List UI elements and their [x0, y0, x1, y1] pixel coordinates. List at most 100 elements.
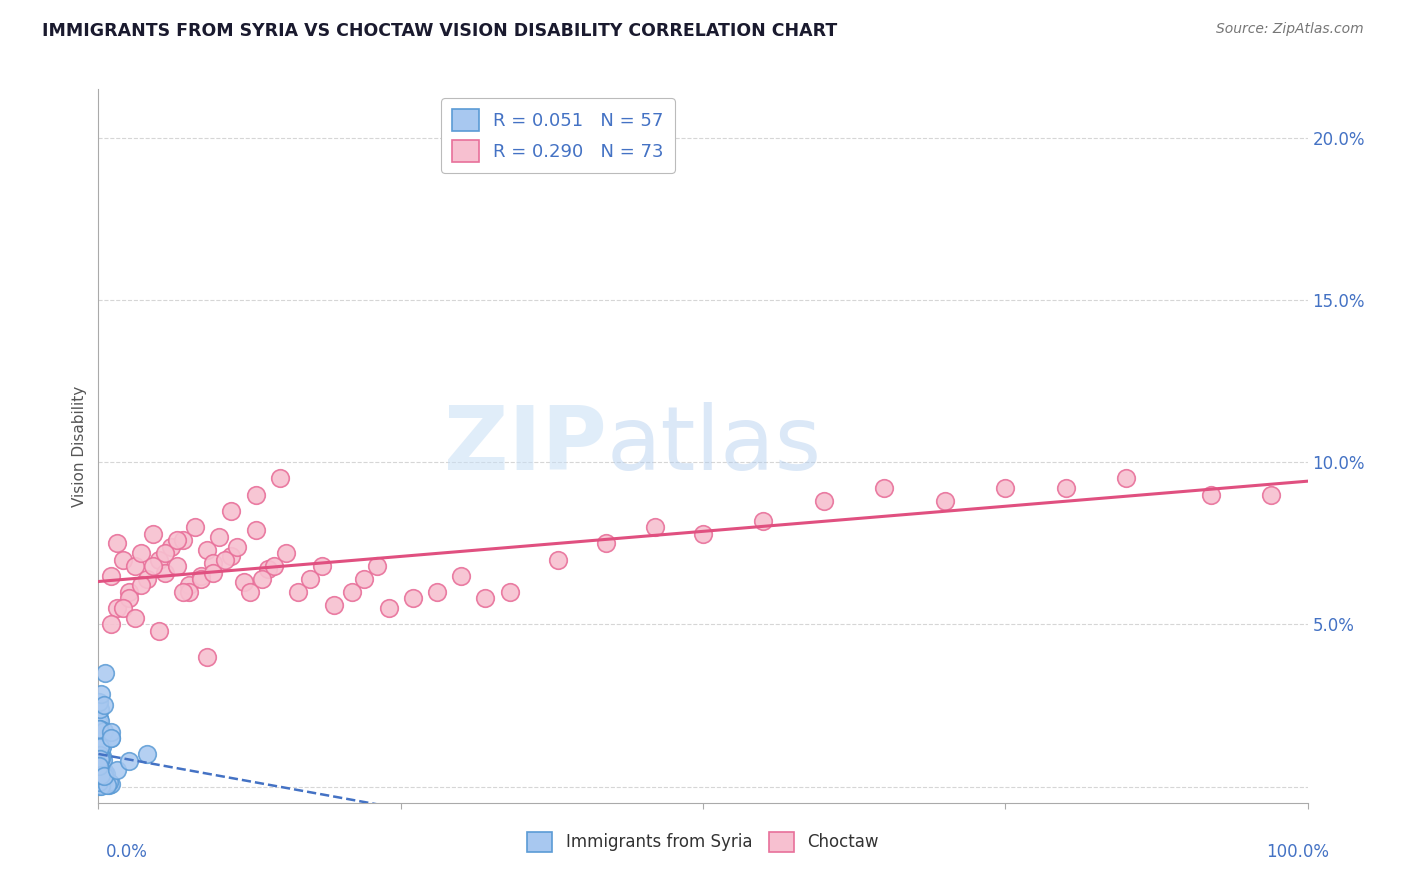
- Point: [91, 773, 114, 788]
- Point: [100, 731, 122, 745]
- Point: [90, 731, 112, 746]
- Point: [256, 562, 278, 576]
- Point: [166, 533, 188, 547]
- Point: [179, 585, 201, 599]
- Point: [202, 566, 225, 580]
- Point: [153, 566, 176, 580]
- Point: [118, 754, 141, 768]
- Point: [287, 585, 309, 599]
- Point: [202, 556, 225, 570]
- Point: [87, 723, 110, 737]
- Point: [498, 585, 520, 599]
- Point: [214, 552, 236, 566]
- Point: [94, 766, 117, 780]
- Point: [299, 572, 322, 586]
- Point: [239, 585, 262, 599]
- Point: [311, 559, 333, 574]
- Point: [105, 601, 128, 615]
- Point: [96, 778, 118, 792]
- Point: [994, 481, 1017, 495]
- Y-axis label: Vision Disability: Vision Disability: [72, 385, 87, 507]
- Point: [90, 687, 112, 701]
- Point: [89, 780, 111, 794]
- Point: [94, 666, 117, 681]
- Point: [1054, 481, 1077, 495]
- Point: [89, 771, 111, 785]
- Point: [100, 731, 122, 745]
- Point: [377, 601, 399, 615]
- Point: [426, 585, 449, 599]
- Legend: Immigrants from Syria, Choctaw: Immigrants from Syria, Choctaw: [520, 825, 886, 859]
- Point: [195, 649, 218, 664]
- Point: [190, 572, 212, 586]
- Point: [91, 764, 114, 779]
- Point: [366, 559, 388, 574]
- Text: 0.0%: 0.0%: [105, 843, 148, 861]
- Point: [87, 695, 110, 709]
- Point: [111, 552, 134, 566]
- Point: [172, 585, 194, 599]
- Point: [232, 575, 254, 590]
- Point: [323, 598, 346, 612]
- Point: [245, 524, 267, 538]
- Point: [90, 779, 112, 793]
- Point: [90, 764, 112, 779]
- Point: [195, 542, 218, 557]
- Point: [90, 776, 112, 790]
- Point: [129, 546, 152, 560]
- Point: [934, 494, 956, 508]
- Point: [135, 572, 157, 586]
- Point: [87, 775, 110, 789]
- Point: [208, 530, 231, 544]
- Point: [1115, 471, 1137, 485]
- Point: [89, 747, 111, 762]
- Point: [873, 481, 896, 495]
- Point: [547, 552, 569, 566]
- Point: [89, 722, 111, 736]
- Point: [153, 546, 176, 560]
- Point: [93, 698, 115, 713]
- Point: [87, 755, 110, 769]
- Point: [89, 752, 111, 766]
- Point: [100, 724, 122, 739]
- Text: Source: ZipAtlas.com: Source: ZipAtlas.com: [1216, 22, 1364, 37]
- Point: [93, 723, 115, 738]
- Point: [89, 729, 111, 743]
- Point: [87, 763, 110, 777]
- Point: [129, 578, 152, 592]
- Point: [353, 572, 375, 586]
- Point: [221, 549, 243, 564]
- Point: [90, 749, 112, 764]
- Point: [87, 757, 110, 772]
- Point: [87, 711, 110, 725]
- Point: [100, 776, 122, 790]
- Text: ZIP: ZIP: [443, 402, 606, 490]
- Point: [263, 559, 285, 574]
- Point: [124, 611, 146, 625]
- Point: [269, 471, 291, 485]
- Point: [118, 591, 141, 606]
- Point: [90, 740, 112, 755]
- Point: [250, 572, 273, 586]
- Point: [274, 546, 297, 560]
- Point: [752, 514, 775, 528]
- Point: [190, 568, 212, 582]
- Point: [100, 568, 122, 582]
- Point: [89, 777, 111, 791]
- Point: [87, 716, 110, 731]
- Point: [89, 771, 111, 785]
- Point: [813, 494, 835, 508]
- Point: [105, 536, 128, 550]
- Point: [89, 751, 111, 765]
- Point: [166, 559, 188, 574]
- Point: [450, 568, 472, 582]
- Point: [91, 764, 114, 779]
- Point: [474, 591, 496, 606]
- Point: [342, 585, 364, 599]
- Point: [89, 774, 111, 789]
- Point: [89, 702, 111, 716]
- Point: [87, 767, 110, 781]
- Point: [226, 540, 249, 554]
- Point: [184, 520, 207, 534]
- Point: [692, 526, 714, 541]
